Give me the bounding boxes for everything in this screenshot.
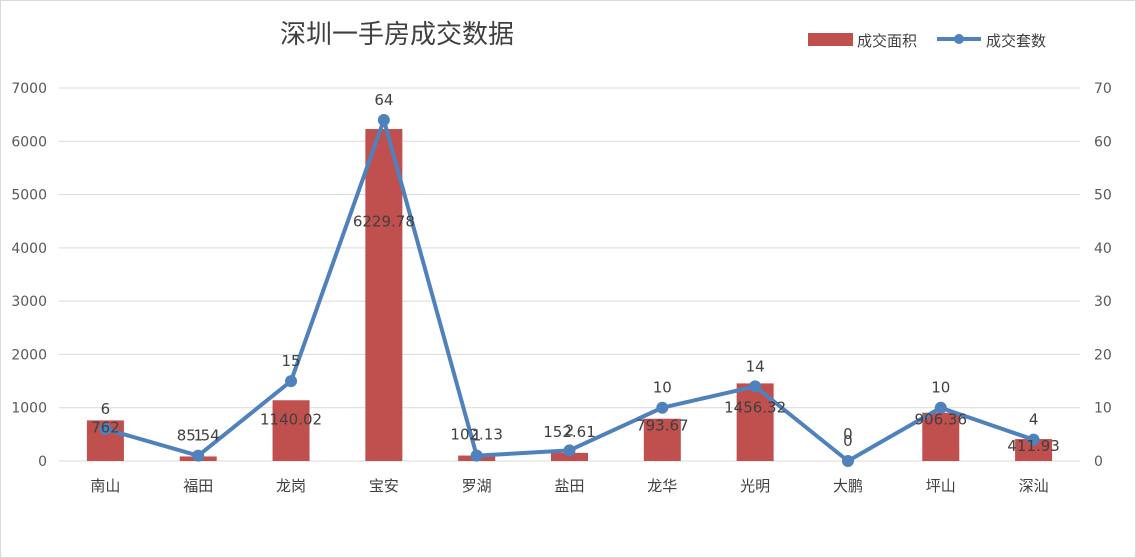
y-left-tick-label: 5000 — [11, 188, 47, 204]
y-left-tick-label: 1000 — [11, 401, 47, 417]
x-category-label: 光明 — [740, 477, 770, 495]
legend-label-area: 成交面积 — [857, 32, 917, 50]
line-point — [563, 444, 576, 457]
legend-marker-count — [954, 34, 964, 44]
y-left-tick-label: 7000 — [11, 81, 47, 97]
bar — [922, 412, 960, 461]
y-left-tick-label: 4000 — [11, 241, 47, 257]
line-data-label: 64 — [374, 91, 393, 109]
bar-data-label: 793.67 — [636, 417, 689, 435]
line-point — [285, 375, 298, 388]
gridlines — [59, 87, 1080, 462]
y-right-tick-label: 50 — [1094, 188, 1112, 204]
bar-data-label: 0 — [843, 425, 853, 443]
y-left-tick-label: 2000 — [11, 347, 47, 363]
legend-swatch-area — [808, 33, 853, 46]
y-left-tick-label: 0 — [38, 454, 47, 470]
chart-title: 深圳一手房成交数据 — [280, 20, 514, 50]
bar-data-label: 411.93 — [1007, 437, 1060, 455]
bar — [643, 418, 681, 461]
line-data-label: 1 — [193, 427, 203, 445]
line-point — [934, 401, 947, 414]
line-data-label: 10 — [931, 379, 950, 397]
x-category-label: 南山 — [90, 477, 120, 495]
y-right-tick-label: 60 — [1094, 134, 1112, 150]
x-category-label: 龙岗 — [276, 477, 306, 495]
line-data-label: 1 — [472, 427, 482, 445]
y-right-tick-label: 30 — [1094, 294, 1112, 310]
line-data-label: 2 — [565, 421, 575, 439]
line-point — [841, 455, 854, 467]
y-right-tick-label: 20 — [1094, 347, 1112, 363]
line-point — [377, 113, 390, 126]
x-category-label: 坪山 — [926, 477, 956, 495]
line-point — [192, 449, 205, 462]
y-left-tick-label: 3000 — [11, 294, 47, 310]
line-data-label: 14 — [746, 357, 765, 375]
x-category-label: 盐田 — [554, 477, 584, 495]
y-right-tick-label: 0 — [1094, 454, 1103, 470]
legend-label-count: 成交套数 — [986, 32, 1046, 50]
count-line — [104, 117, 1035, 463]
x-category-label: 龙华 — [647, 477, 677, 495]
line-series-trend — [99, 113, 1040, 467]
bar — [272, 400, 310, 461]
line-point — [99, 423, 112, 436]
y-right-tick-label: 70 — [1094, 81, 1112, 97]
bar-data-label: 1140.02 — [260, 411, 322, 429]
line-data-label: 6 — [101, 400, 111, 418]
y-left-tick-label: 6000 — [11, 134, 47, 150]
bar-data-label: 6229.78 — [353, 213, 415, 231]
y-right-tick-label: 40 — [1094, 241, 1112, 257]
bar-data-label: 152.61 — [543, 423, 596, 441]
x-category-label: 深汕 — [1019, 477, 1049, 495]
x-category-label: 福田 — [183, 477, 213, 495]
y-right-tick-label: 10 — [1094, 401, 1112, 417]
data-labels: 762 85.54 1140.02 6229.78 102.13 152.61 793.67… — [91, 91, 1060, 455]
x-category-label: 罗湖 — [462, 477, 492, 495]
line-point — [470, 449, 483, 462]
bar-data-label: 906.36 — [915, 411, 968, 429]
line-data-label: 10 — [653, 379, 672, 397]
bar — [1015, 439, 1053, 461]
line-point — [656, 401, 669, 414]
x-category-label: 大鹏 — [833, 477, 863, 495]
bar-data-label: 102.13 — [450, 426, 503, 444]
bar-data-label: 85.54 — [177, 426, 220, 444]
bar-data-label: 762 — [91, 418, 120, 436]
legend: 成交面积 成交套数 — [808, 32, 1046, 50]
line-point — [749, 380, 762, 393]
line-point — [1027, 433, 1040, 446]
x-category-label: 宝安 — [369, 477, 399, 495]
bar — [551, 452, 588, 461]
line-data-label: 4 — [1029, 411, 1039, 429]
bar-series-area — [86, 129, 1053, 461]
bar — [365, 129, 403, 461]
line-data-label: 15 — [281, 352, 300, 370]
line-data-label: 0 — [843, 432, 853, 450]
bar-data-label: 1456.32 — [724, 398, 786, 416]
